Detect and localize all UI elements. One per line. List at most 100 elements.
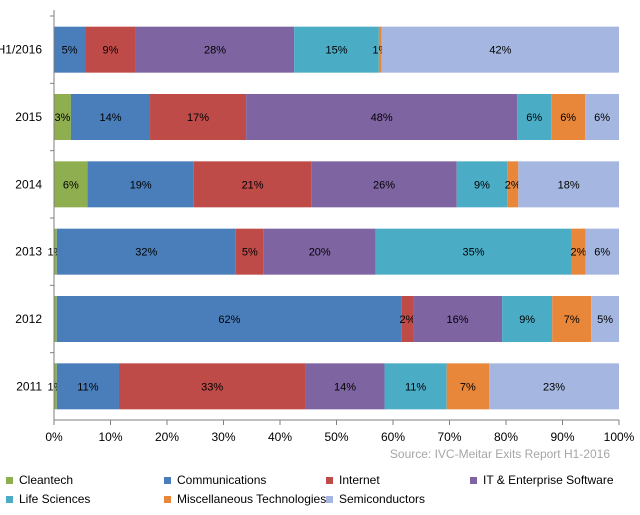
- bar-segment: [311, 161, 457, 208]
- bar-segment: [517, 94, 552, 140]
- bar-segment: [54, 26, 86, 73]
- x-tick-label: 100%: [604, 430, 635, 444]
- data-label: 15%: [325, 45, 347, 57]
- x-tick-label: 10%: [98, 430, 122, 444]
- bar-segment: [551, 94, 586, 140]
- data-label: 14%: [99, 112, 121, 124]
- legend-item: IT & Enterprise Software: [470, 473, 614, 487]
- legend-item: Communications: [164, 473, 266, 487]
- legend-swatch: [470, 476, 477, 484]
- bar-segment: [507, 161, 519, 208]
- bar-segment: [150, 94, 247, 140]
- data-label: 6%: [560, 112, 576, 124]
- legend-item: Cleantech: [6, 473, 73, 487]
- data-label: 48%: [371, 112, 393, 124]
- bar-segment: [56, 228, 236, 275]
- bar-segment: [518, 161, 619, 208]
- category-label: H1/2016: [0, 43, 42, 57]
- legend-label: Semiconductors: [339, 492, 426, 506]
- data-label: 21%: [242, 179, 264, 191]
- data-label: 5%: [62, 45, 78, 57]
- bars-group: 5% 9% 28% 15% 1% 42%3% 14% 17% 48% 6% 6% 6%6% 19% 21%…: [47, 26, 619, 410]
- category-label: 2015: [15, 110, 42, 124]
- legend-swatch: [326, 495, 333, 503]
- data-label: 20%: [309, 247, 331, 259]
- x-axis: H1/2016 2015 2014 2013 2012 2011 0% 10% 20% 30% 40…: [0, 10, 635, 444]
- bar-segment: [591, 296, 619, 342]
- data-label: 35%: [463, 247, 485, 259]
- x-tick-label: 30%: [211, 430, 235, 444]
- data-label: 28%: [204, 45, 226, 57]
- bar-segment: [54, 94, 71, 140]
- x-tick-label: 20%: [155, 430, 179, 444]
- bar-segment: [381, 26, 619, 73]
- bar-segment: [585, 228, 619, 275]
- legend-label: Miscellaneous Technologies: [177, 492, 327, 506]
- data-label: 33%: [201, 381, 223, 393]
- legend-swatch: [164, 476, 171, 484]
- bar-segment: [85, 26, 136, 73]
- bar-segment: [135, 26, 295, 73]
- category-label: 2013: [15, 245, 42, 259]
- data-label: 5%: [242, 247, 258, 259]
- data-label: 14%: [334, 381, 356, 393]
- category-label: 2011: [16, 379, 42, 393]
- x-tick-label: 70%: [437, 430, 461, 444]
- bar-segment: [401, 296, 414, 342]
- data-label: 2%: [505, 179, 521, 191]
- source-note: Source: IVC-Meitar Exits Report H1-2016: [389, 447, 610, 461]
- bar-segment: [446, 363, 490, 410]
- data-label: 18%: [558, 179, 580, 191]
- legend-label: Internet: [339, 473, 380, 487]
- data-label: 16%: [447, 314, 469, 326]
- x-tick-label: 40%: [268, 430, 292, 444]
- bar-segment: [235, 228, 264, 275]
- x-tick-label: 0%: [45, 430, 63, 444]
- bar-segment: [489, 363, 619, 410]
- bar-segment: [413, 296, 503, 342]
- bar-segment: [585, 94, 619, 140]
- bar-segment: [54, 161, 88, 208]
- bar-segment: [54, 228, 57, 275]
- bar-segment: [118, 363, 306, 410]
- bar-segment: [246, 94, 518, 140]
- data-label: 26%: [373, 179, 395, 191]
- bar-segment: [502, 296, 553, 342]
- legend-label: Communications: [177, 473, 267, 487]
- data-label: 62%: [218, 314, 240, 326]
- legend-swatch: [326, 476, 333, 484]
- data-label: 32%: [135, 247, 157, 259]
- data-label: 42%: [489, 45, 511, 57]
- bar-segment: [378, 26, 382, 73]
- data-label: 11%: [77, 381, 98, 393]
- legend-item: Internet: [326, 473, 380, 487]
- data-label: 2%: [570, 247, 586, 259]
- bar-segment: [552, 296, 592, 342]
- category-label: 2014: [15, 177, 42, 191]
- data-label: 9%: [474, 179, 490, 191]
- data-label: 6%: [594, 112, 610, 124]
- data-label: 23%: [543, 381, 565, 393]
- legend-item: Life Sciences: [6, 492, 90, 506]
- data-label: 19%: [130, 179, 152, 191]
- bar-segment: [305, 363, 385, 410]
- data-label: 6%: [526, 112, 542, 124]
- x-tick-label: 60%: [381, 430, 405, 444]
- legend-item: Semiconductors: [326, 492, 425, 506]
- data-label: 11%: [405, 381, 426, 393]
- bar-segment: [56, 296, 402, 342]
- legend-swatch: [6, 476, 13, 484]
- bar-segment: [375, 228, 572, 275]
- bar-segment: [70, 94, 151, 140]
- data-label: 7%: [460, 381, 476, 393]
- legend: Cleantech Communications Internet IT & Ente…: [0, 467, 640, 515]
- x-tick-label: 90%: [550, 430, 574, 444]
- legend-label: IT & Enterprise Software: [483, 473, 614, 487]
- bar-segment: [54, 296, 57, 342]
- bar-segment: [384, 363, 447, 410]
- legend-label: Cleantech: [19, 473, 74, 487]
- bar-segment: [193, 161, 312, 208]
- legend-item: Miscellaneous Technologies: [164, 492, 326, 506]
- legend-swatch: [164, 495, 171, 503]
- data-label: 9%: [519, 314, 535, 326]
